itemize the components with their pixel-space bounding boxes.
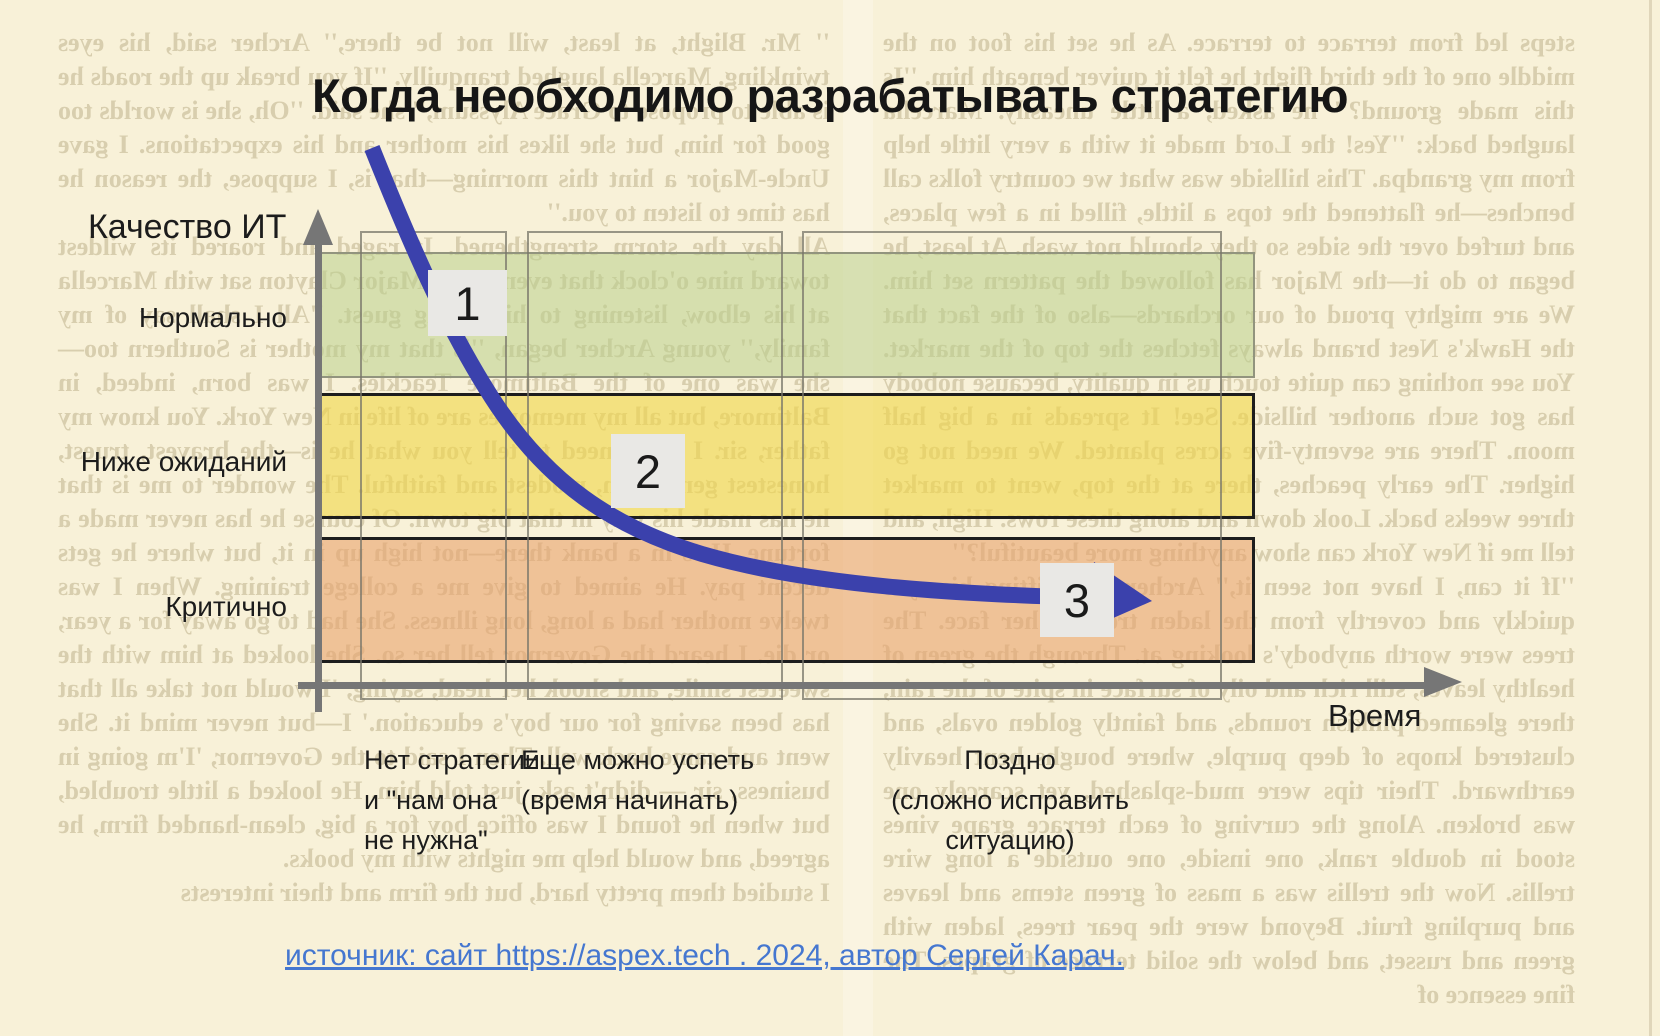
x-label-too-late: Поздно (сложно исправить ситуацию) (823, 740, 1197, 860)
page-title: Когда необходимо разрабатывать стратегию (311, 69, 1349, 122)
x-label-line: (время начинать) (521, 785, 739, 815)
phase-column-2 (527, 231, 783, 700)
zone-marker-1: 1 (428, 270, 507, 336)
x-label-no-strategy: Нет стратегии и "нам она не нужна" (364, 740, 540, 860)
x-label-still-time: Еще можно успеть (время начинать) (521, 740, 754, 820)
x-axis-arrow-icon (1424, 667, 1462, 697)
zone-band-below (318, 393, 1255, 519)
y-axis-title: Качество ИТ (88, 208, 287, 246)
y-axis (315, 228, 322, 712)
y-tick-critical: Критично (165, 591, 287, 622)
y-tick-normal: Нормально (138, 302, 287, 333)
y-tick-below: Ниже ожиданий (80, 446, 287, 477)
x-axis-title: Время (1328, 698, 1422, 733)
phase-column-1 (360, 231, 507, 700)
source-link[interactable]: источник: сайт https://aspex.tech . 2024… (285, 939, 1125, 972)
x-label-line: (сложно исправить ситуацию) (891, 785, 1129, 855)
zone-marker-3: 3 (1040, 563, 1114, 637)
x-label-line: и "нам она (364, 785, 498, 815)
curve-path (364, 145, 1093, 606)
x-label-line: не нужна" (364, 825, 488, 855)
x-axis (298, 682, 1426, 689)
x-label-line: Поздно (964, 745, 1056, 775)
zone-marker-2: 2 (611, 434, 685, 508)
x-label-line: Еще можно успеть (521, 745, 755, 775)
y-axis-arrow-icon (303, 209, 333, 245)
x-label-line: Нет стратегии (364, 745, 540, 775)
zone-band-critical (318, 537, 1255, 663)
phase-column-3 (802, 231, 1222, 700)
